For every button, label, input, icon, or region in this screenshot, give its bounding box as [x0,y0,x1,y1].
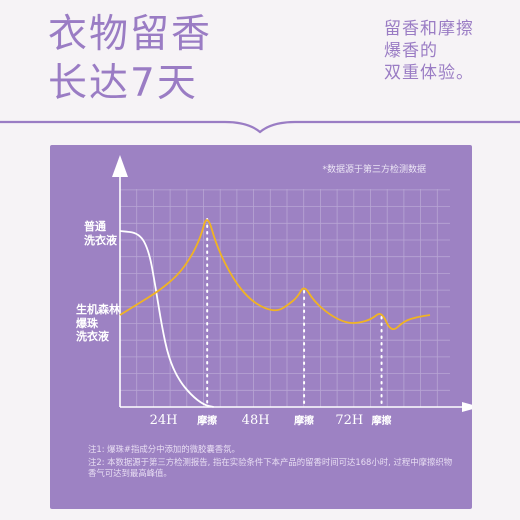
footnotes: 注1: 爆珠#指成分中添加的微胶囊香氛。 注2: 本数据源于第三方检测报告, 指… [88,444,458,481]
y-axis-arrow [112,155,128,177]
ylabel-beads-line: 爆珠 [76,316,98,330]
x-tick-label: 72H [335,413,363,428]
ylabel-regular-detergent: 普通 洗衣液 [84,220,134,247]
chart-grid [120,189,450,407]
footnote-2: 注2: 本数据源于第三方检测报告, 指在实验条件下本产品的留香时间可达168小时… [88,457,453,478]
x-tick-labels: 24H 摩擦 48H 摩擦 72H 摩擦 [150,413,392,428]
chart-plot: 24H 摩擦 48H 摩擦 72H 摩擦 [112,155,472,428]
ylabel-beads-line: 生机森林 [76,303,120,316]
ylabel-beads-detergent: 生机森林 爆珠 洗衣液 [76,303,126,344]
friction-markers [206,218,383,408]
x-tick-label: 摩擦 [372,414,392,427]
ylabel-beads-line: 洗衣液 [76,330,109,343]
chart-lines [119,219,431,408]
x-axis-arrow [462,402,472,412]
decorative-divider [0,120,520,134]
source-note: *数据源于第三方检测数据 [322,165,426,175]
x-tick-label: 48H [242,413,270,428]
subheading-line-1: 留香和摩擦 [384,19,474,39]
series-line-regular-detergent [119,230,214,408]
chart-card: *数据源于第三方检测数据 24H 摩擦 48H 摩擦 72H 摩擦 普通 洗衣液 生机森林… [50,145,472,509]
subheading-line-2: 爆香的 [384,41,438,61]
subheading: 留香和摩擦 爆香的 双重体验。 [384,18,474,84]
headline-line-1: 衣物留香 [48,12,213,57]
footnote-1: 注1: 爆珠#指成分中添加的微胶囊香氛。 [88,444,240,454]
series-line-beads-detergent [119,219,431,331]
ylabel-regular-line: 普通 [84,220,106,233]
x-tick-label: 摩擦 [294,414,314,427]
headline-line-2: 长达7天 [48,61,198,106]
ylabel-regular-line: 洗衣液 [84,233,117,247]
chart-axes [112,155,472,412]
headline: 衣物留香 长达7天 [48,10,212,108]
subheading-line-3: 双重体验。 [384,63,474,83]
x-tick-label: 摩擦 [197,414,217,427]
x-tick-label: 24H [150,413,178,428]
